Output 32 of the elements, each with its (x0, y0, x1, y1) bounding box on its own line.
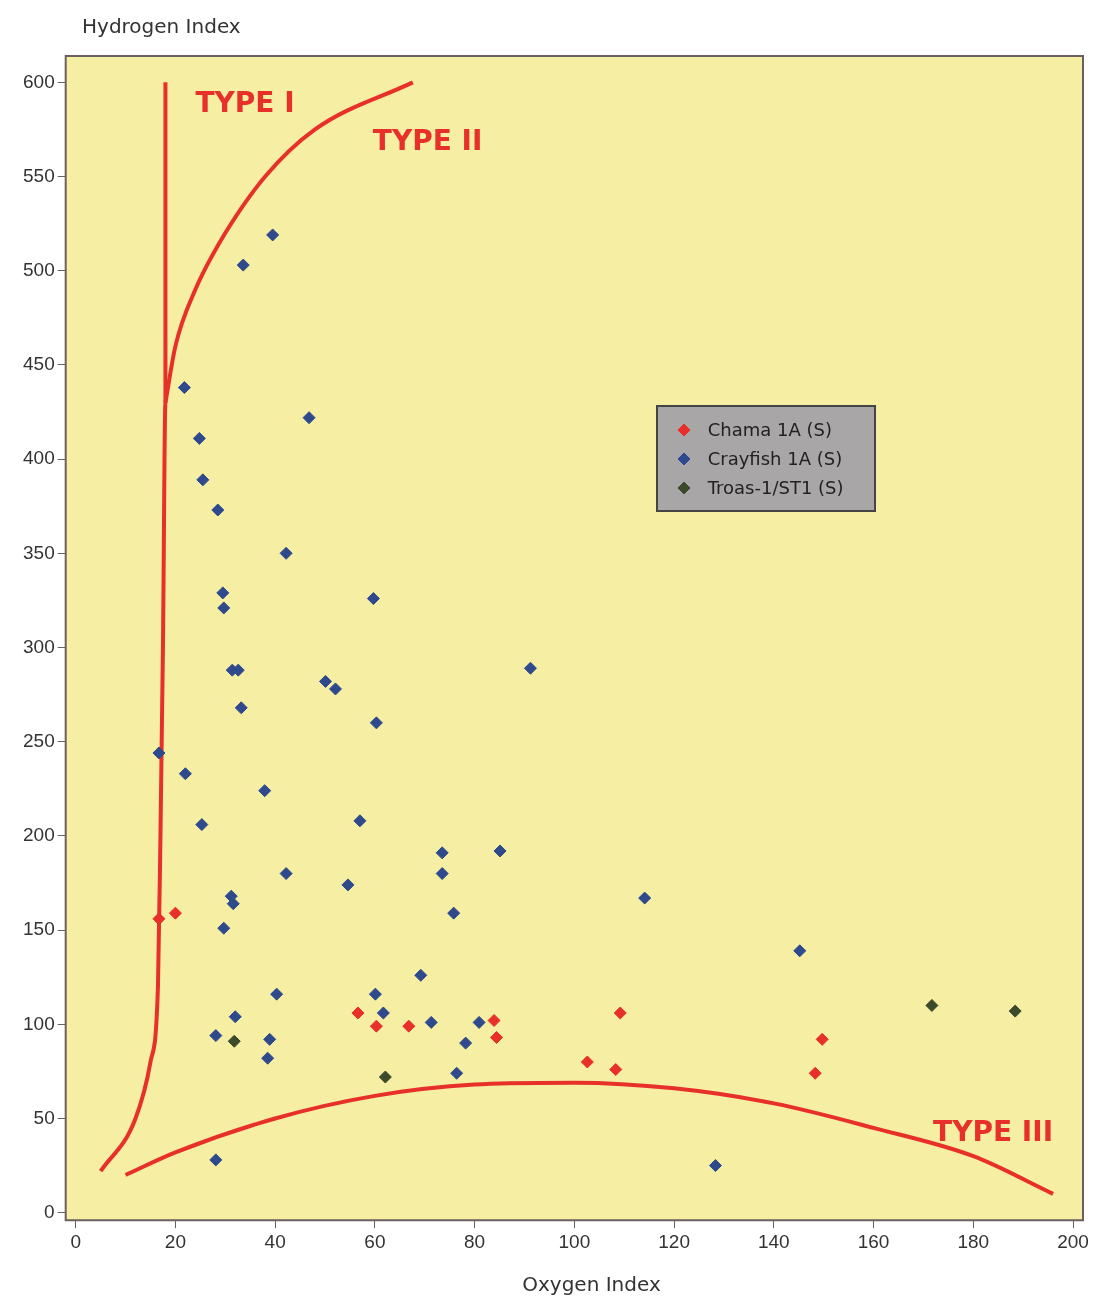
x-tick-label: 60 (364, 1230, 386, 1252)
y-tick-label: 450 (23, 353, 55, 375)
x-tick-label: 120 (658, 1230, 690, 1252)
x-tick-label: 100 (558, 1230, 591, 1252)
series-label: TYPE II (372, 123, 483, 157)
x-axis-title: Oxygen Index (521, 1272, 662, 1296)
series-label: TYPE I (195, 85, 295, 119)
x-tick-label: 20 (164, 1230, 186, 1252)
y-tick-label: 550 (23, 164, 55, 186)
y-tick-label: 100 (23, 1012, 55, 1034)
legend-label: Chama 1A (S) (707, 418, 832, 443)
series-label: TYPE III (933, 1115, 1054, 1149)
y-tick-label: 50 (33, 1106, 55, 1128)
legend-label: Crayfish 1A (S) (707, 447, 843, 472)
y-tick-label: 200 (23, 824, 55, 846)
x-tick-label: 180 (957, 1230, 990, 1252)
y-tick-label: 250 (23, 729, 55, 751)
y-tick-label: 150 (23, 918, 55, 940)
x-tick-label: 80 (464, 1230, 486, 1252)
y-tick-label: 500 (23, 258, 55, 280)
x-tick-label: 160 (857, 1230, 890, 1252)
y-tick-label: 400 (23, 447, 55, 469)
x-tick-label: 40 (264, 1230, 286, 1252)
y-tick-label: 300 (23, 635, 55, 657)
y-tick-label: 350 (23, 541, 55, 563)
legend-label: Troas-1/ST1 (S) (707, 476, 844, 501)
y-axis-title: Hydrogen Index (82, 14, 241, 38)
y-tick-label: 0 (44, 1200, 55, 1222)
x-tick-label: 200 (1057, 1230, 1089, 1252)
x-tick-label: 0 (70, 1230, 81, 1252)
y-tick-label: 600 (23, 70, 55, 92)
x-tick-label: 140 (757, 1230, 790, 1252)
